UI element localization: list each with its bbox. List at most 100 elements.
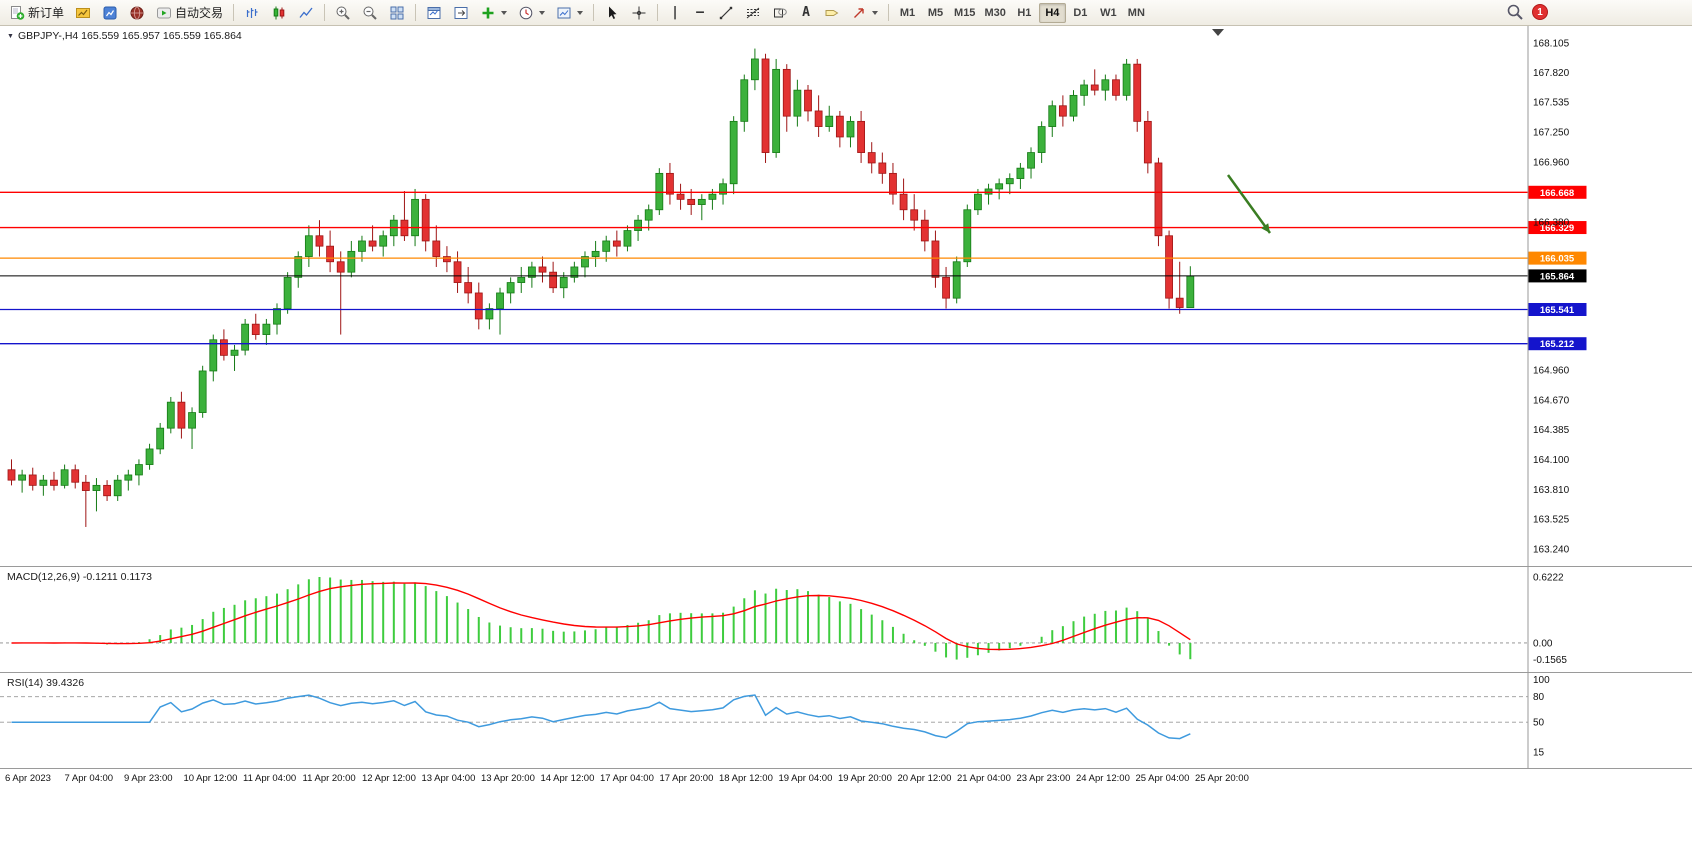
svg-text:166.960: 166.960	[1533, 157, 1570, 168]
time-label: 11 Apr 04:00	[243, 773, 297, 784]
zoom-out-icon	[362, 5, 378, 21]
time-label: 24 Apr 12:00	[1076, 773, 1130, 784]
new-order-icon	[9, 5, 25, 21]
market-watch-button[interactable]	[97, 2, 123, 24]
text-tool-button[interactable]: A	[794, 2, 818, 24]
toolbar-separator	[593, 4, 595, 21]
cursor-button[interactable]	[599, 2, 625, 24]
svg-text:166.035: 166.035	[1540, 254, 1575, 265]
svg-text:163.810: 163.810	[1533, 485, 1570, 496]
chevron-down-icon	[539, 10, 546, 15]
svg-text:164.100: 164.100	[1533, 455, 1570, 466]
timeframe-M1[interactable]: M1	[894, 3, 921, 23]
bar-chart-button[interactable]	[239, 2, 265, 24]
vertical-line-tool-button[interactable]: |	[663, 2, 687, 24]
horizontal-line-tool-button[interactable]: —	[688, 2, 712, 24]
toolbar-separator	[324, 4, 326, 21]
timeframe-M15[interactable]: M15	[950, 3, 979, 23]
svg-text:50: 50	[1533, 718, 1545, 729]
timeframe-W1[interactable]: W1	[1095, 3, 1122, 23]
svg-text:166.380: 166.380	[1533, 218, 1570, 229]
indicators-button[interactable]	[475, 2, 512, 24]
chart-profile-icon	[75, 5, 91, 21]
autotrading-button[interactable]: 自动交易	[151, 2, 228, 24]
time-label: 10 Apr 12:00	[183, 773, 238, 784]
timeframe-MN[interactable]: MN	[1123, 3, 1150, 23]
arrow-annotation	[1226, 174, 1272, 234]
arrows-tool-button[interactable]	[846, 2, 883, 24]
bottom-area	[0, 788, 1692, 854]
trendline-tool-button[interactable]	[713, 2, 739, 24]
time-label: 6 Apr 2023	[5, 773, 51, 784]
tile-windows-button[interactable]	[384, 2, 410, 24]
autotrading-play-icon	[156, 5, 172, 21]
chevron-down-icon	[872, 10, 879, 15]
svg-text:164.960: 164.960	[1533, 365, 1570, 376]
time-label: 11 Apr 20:00	[302, 773, 356, 784]
expand-arrow-icon[interactable]: ▼	[7, 33, 14, 40]
shapes-tool-button[interactable]	[767, 2, 793, 24]
new-order-button[interactable]: 新订单	[4, 2, 69, 24]
time-label: 21 Apr 04:00	[957, 773, 1011, 784]
toolbar: 新订单 自动交易	[0, 0, 1692, 26]
zoom-in-icon	[335, 5, 351, 21]
bar-chart-icon	[244, 5, 260, 21]
text-tool-icon: A	[802, 5, 810, 20]
timeframe-H1[interactable]: H1	[1011, 3, 1038, 23]
timeframe-D1[interactable]: D1	[1067, 3, 1094, 23]
time-label: 19 Apr 04:00	[778, 773, 833, 784]
fibonacci-tool-button[interactable]	[740, 2, 766, 24]
time-label: 13 Apr 04:00	[421, 773, 476, 784]
chart-shift-button[interactable]	[448, 2, 474, 24]
macd-indicator-pane[interactable]: MACD(12,26,9) -0.1211 0.1173 0.6222 0.00 -…	[0, 566, 1692, 673]
cursor-icon	[604, 5, 620, 21]
svg-text:167.535: 167.535	[1533, 98, 1570, 109]
candlestick-chart[interactable]: 166.668 166.329 166.035 165.864 165.541 165.2…	[0, 26, 1692, 566]
chart-profile-button[interactable]	[70, 2, 96, 24]
svg-text:15: 15	[1533, 747, 1545, 758]
time-label: 25 Apr 04:00	[1135, 773, 1190, 784]
price-chart-pane[interactable]: ▼ GBPJPY-,H4 165.559 165.957 165.559 165.…	[0, 26, 1692, 566]
crosshair-button[interactable]	[626, 2, 652, 24]
svg-text:0.00: 0.00	[1533, 638, 1553, 649]
candlestick-icon	[271, 5, 287, 21]
notification-badge[interactable]: 1	[1532, 4, 1548, 20]
time-axis[interactable]: 6 Apr 2023 7 Apr 04:00 9 Apr 23:00 10 Apr 1…	[0, 768, 1692, 788]
add-indicator-icon	[480, 5, 496, 21]
timeframe-M30[interactable]: M30	[980, 3, 1009, 23]
candlestick-chart-button[interactable]	[266, 2, 292, 24]
toolbar-separator	[657, 4, 659, 21]
svg-text:100: 100	[1533, 675, 1550, 686]
rsi-chart[interactable]: 100 80 50 15	[0, 673, 1692, 769]
search-icon[interactable]	[1506, 3, 1524, 21]
shapes-icon	[772, 5, 788, 21]
chart-shift-icon	[453, 5, 469, 21]
time-label: 14 Apr 12:00	[540, 773, 595, 784]
chevron-down-icon	[501, 10, 508, 15]
svg-text:164.670: 164.670	[1533, 396, 1570, 407]
label-tool-button[interactable]	[819, 2, 845, 24]
auto-scroll-button[interactable]	[421, 2, 447, 24]
toolbar-separator	[888, 4, 890, 21]
time-label: 20 Apr 12:00	[897, 773, 952, 784]
line-chart-button[interactable]	[293, 2, 319, 24]
globe-icon	[129, 5, 145, 21]
macd-chart[interactable]: 0.6222 0.00 -0.1565	[0, 567, 1692, 673]
vertical-line-icon: |	[671, 5, 679, 20]
zoom-in-button[interactable]	[330, 2, 356, 24]
timeframe-M5[interactable]: M5	[922, 3, 949, 23]
toolbar-separator	[415, 4, 417, 21]
svg-text:166.329: 166.329	[1540, 223, 1574, 234]
svg-text:167.250: 167.250	[1533, 127, 1570, 138]
templates-button[interactable]	[551, 2, 588, 24]
svg-text:166.668: 166.668	[1540, 188, 1574, 199]
timeframe-H4[interactable]: H4	[1038, 2, 1066, 23]
zoom-out-button[interactable]	[357, 2, 383, 24]
svg-text:163.240: 163.240	[1533, 544, 1570, 555]
rsi-indicator-pane[interactable]: RSI(14) 39.4326 100 80 50 15	[0, 672, 1692, 769]
community-button[interactable]	[124, 2, 150, 24]
time-label: 25 Apr 20:00	[1195, 773, 1249, 784]
template-icon	[556, 5, 572, 21]
fibonacci-icon	[745, 5, 761, 21]
periods-button[interactable]	[513, 2, 550, 24]
